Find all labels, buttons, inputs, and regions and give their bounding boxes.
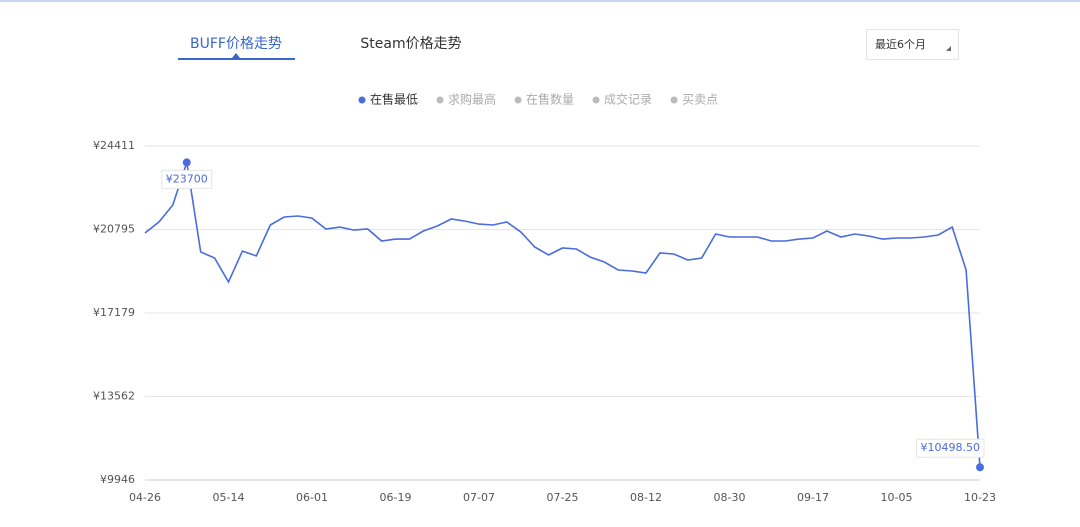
period-dropdown[interactable] [866,29,959,60]
x-tick-label: 10-23 [964,491,996,504]
legend-dot [514,96,522,104]
point [976,463,984,472]
legend-label[interactable]: 求购最高 [448,92,496,107]
tab[interactable]: Steam价格走势 [360,36,461,52]
y-tick-label: ¥9946 [100,473,135,486]
tab-pointer [232,53,240,58]
y-tick-label: ¥13562 [93,390,135,403]
value-label-box [161,169,213,189]
top-border [0,0,1080,2]
x-tick-label: 09-17 [797,491,829,504]
point [182,158,191,167]
legend-dot [670,96,678,104]
period-label: 最近6个月 [875,38,926,51]
price-line [144,162,981,468]
y-tick-label: ¥24411 [93,139,135,152]
y-tick-label: ¥20795 [93,222,135,235]
legend-dot [436,96,444,104]
value-label: ¥23700 [161,169,213,189]
x-tick-label: 05-14 [213,491,245,504]
legend-dot [592,96,600,104]
y-tick-label: ¥17179 [93,306,135,319]
dropdown-arrow [946,46,951,51]
legend-label[interactable]: 买卖点 [682,93,718,107]
legend-label[interactable]: 在售数量 [526,92,574,107]
x-tick-label: 08-30 [714,491,746,504]
tab-active[interactable]: BUFF价格走势 [190,36,282,52]
x-tick-label: 06-19 [380,491,412,504]
value-label: ¥10498.50 [916,438,985,458]
legend-label[interactable]: 在售最低 [370,92,418,107]
x-tick-label: 07-07 [463,491,495,504]
x-tick-label: 07-25 [547,491,579,504]
value-label-box [916,438,985,458]
plot: ¥9946 ¥13562 ¥17179 ¥20795 ¥24411 04-26 05-14 0… [93,139,996,504]
legend-dot [358,96,366,104]
tab-underline [178,58,295,60]
legend: 在售最低 求购最高 在售数量 成交记录 买卖点 [358,92,718,107]
value-label-text: ¥23700 [166,172,208,185]
x-tick-label: 06-01 [296,491,328,504]
x-tick-label: 08-12 [630,491,662,504]
legend-label[interactable]: 成交记录 [604,92,652,107]
x-tick-label: 04-26 [129,491,161,504]
x-tick-label: 10-05 [881,491,913,504]
value-label-text: ¥10498.50 [921,441,981,454]
